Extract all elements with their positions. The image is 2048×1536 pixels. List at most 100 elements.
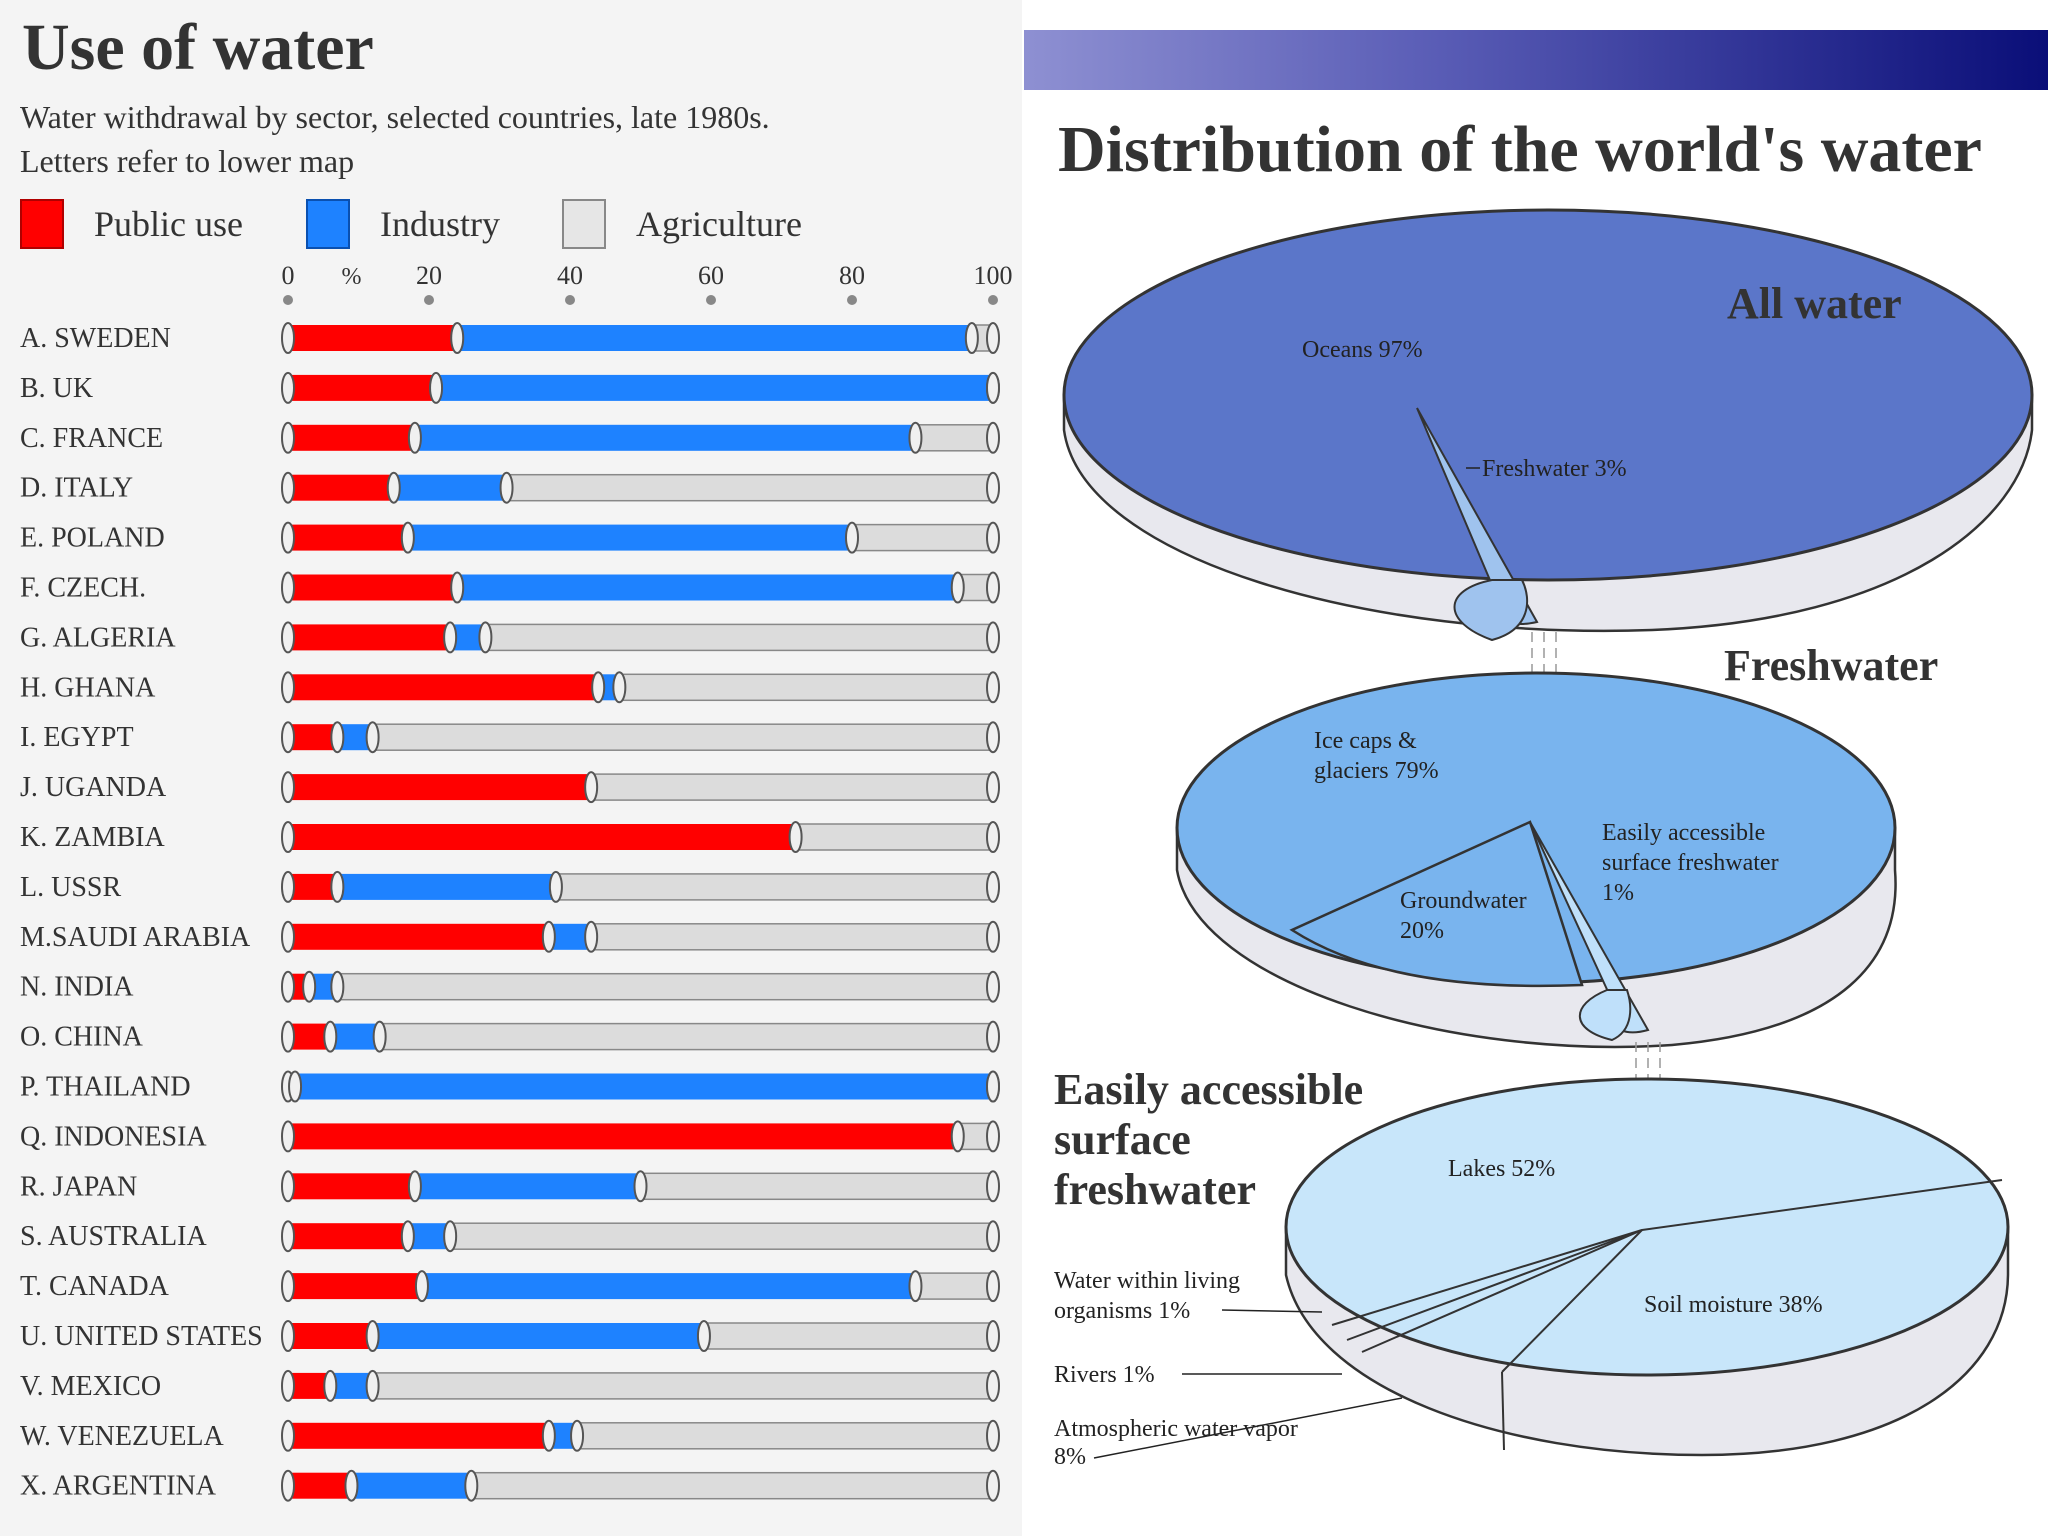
bar-segment-cap: [845, 521, 859, 554]
bar-industry: [436, 374, 993, 401]
x-tick-label: 60: [698, 261, 724, 290]
bar-public-use: [288, 374, 437, 401]
bar-segment-cap: [281, 970, 295, 1003]
bar-segment-cap: [281, 1369, 295, 1402]
pie1-freshwater-label: Freshwater 3%: [1482, 456, 1627, 482]
bar-public-use: [288, 1422, 549, 1449]
pie3-title-1: Easily accessible: [1054, 1065, 1363, 1114]
water-distribution-panel: Distribution of the world's water Oceans…: [1022, 0, 2048, 1536]
country-label: K. ZAMBIA: [20, 822, 165, 853]
bar-public-use: [288, 674, 599, 701]
bar-industry: [330, 1372, 373, 1399]
country-label: P. THAILAND: [20, 1072, 191, 1103]
bar-segment-cap: [344, 1469, 359, 1502]
bar-industry: [393, 474, 507, 501]
pie3-vapor-label-2: 8%: [1054, 1444, 1086, 1470]
bar-industry: [414, 1173, 641, 1200]
bar-agriculture: [639, 1172, 994, 1201]
bar-segment-cap: [302, 970, 317, 1003]
bar-segment-cap: [908, 1270, 923, 1303]
pie1-oceans-label: Oceans 97%: [1302, 337, 1423, 363]
pie2-title: Freshwater: [1724, 641, 1938, 690]
bar-segment-cap: [986, 1170, 1000, 1203]
pie-diagram: Oceans 97% Freshwater 3% All water Ice c…: [1054, 208, 2034, 1470]
pie1-title: All water: [1727, 279, 1902, 328]
country-label: X. ARGENTINA: [20, 1471, 217, 1502]
pie1-slice-oceans: [1062, 208, 2034, 582]
bar-segment-cap: [633, 1170, 648, 1203]
pie-surface-freshwater: Lakes 52% Soil moisture 38% Easily acces…: [1054, 1065, 2010, 1470]
pie2-ground-label-2: 20%: [1400, 918, 1444, 944]
bar-segment-cap: [986, 1419, 1000, 1452]
bar-agriculture: [484, 623, 994, 652]
bar-segment-cap: [696, 1320, 711, 1352]
bar-segment-cap: [986, 471, 1000, 504]
bar-public-use: [288, 873, 338, 900]
bar-segment-cap: [281, 1419, 295, 1452]
bar-segment-cap: [548, 870, 563, 903]
legend-label-public: Public use: [94, 204, 243, 244]
bar-segment-cap: [281, 421, 295, 454]
header-gradient-band: [1024, 30, 2048, 90]
bar-agriculture: [470, 1471, 994, 1500]
bar-segment-cap: [584, 920, 599, 953]
bar-segment-cap: [499, 471, 514, 504]
bar-segment-cap: [400, 521, 415, 554]
country-label: A. SWEDEN: [20, 323, 171, 354]
bar-segment-cap: [281, 1469, 295, 1502]
country-label: C. FRANCE: [20, 423, 163, 454]
bar-public-use: [288, 524, 408, 551]
country-label: E. POLAND: [20, 523, 165, 554]
bar-segment-cap: [986, 322, 1000, 354]
pie2-ice-label-2: glaciers 79%: [1314, 758, 1439, 784]
bar-segment-cap: [986, 1320, 1000, 1352]
bar-segment-cap: [281, 920, 295, 953]
x-tick-mark: [988, 295, 998, 305]
pie2-ground-label-1: Groundwater: [1400, 888, 1527, 914]
pie1-drip: [1453, 579, 1529, 642]
pie3-rivers-label: Rivers 1%: [1054, 1362, 1155, 1388]
pie2-slice-groundwater: [1289, 820, 1584, 988]
bar-segment-cap: [950, 571, 965, 604]
pie3-divider-3: [1331, 1229, 1643, 1326]
country-label: B. UK: [20, 373, 93, 404]
bar-industry: [351, 1472, 472, 1499]
bar-agriculture: [576, 1422, 994, 1450]
bar-segment-cap: [323, 1369, 338, 1402]
bar-segment-cap: [281, 1170, 295, 1203]
bar-agriculture: [794, 823, 994, 851]
legend-industry: Industry: [306, 198, 500, 250]
bar-segment-cap: [386, 471, 401, 504]
legend-swatch-public: [20, 199, 64, 249]
bar-industry: [337, 873, 556, 900]
bar-segment-cap: [986, 920, 1000, 953]
country-label: J. UGANDA: [20, 772, 167, 803]
bar-segment-cap: [281, 1120, 295, 1153]
bar-segment-cap: [950, 1120, 965, 1153]
x-tick-mark: [847, 295, 857, 305]
pie3-organisms-label-1: Water within living: [1054, 1268, 1240, 1294]
country-label: M.SAUDI ARABIA: [20, 922, 251, 953]
bar-segment-cap: [281, 1220, 295, 1253]
bar-agriculture: [914, 424, 994, 452]
bar-segment-cap: [986, 371, 1000, 404]
country-label: H. GHANA: [20, 672, 156, 703]
pie2-easy-label-2: surface freshwater: [1602, 850, 1779, 876]
bar-public-use: [288, 774, 592, 801]
bar-segment-cap: [281, 621, 295, 654]
bar-public-use: [288, 624, 451, 651]
bar-industry: [407, 524, 852, 551]
pie3-divider-4: [1346, 1229, 1643, 1341]
bar-agriculture: [336, 972, 994, 1001]
bar-public-use: [288, 1472, 352, 1499]
bar-segment-cap: [986, 1070, 1000, 1103]
country-label: I. EGYPT: [20, 722, 134, 753]
bar-public-use: [288, 1323, 373, 1349]
bar-industry: [330, 1023, 380, 1050]
pie3-vapor-leader: [1093, 1397, 1403, 1459]
bar-segment-cap: [986, 870, 1000, 903]
bar-segment-cap: [288, 1070, 303, 1103]
bar-segment-cap: [281, 322, 295, 354]
bar-segment-cap: [591, 671, 606, 704]
pie2-ice-label-1: Ice caps &: [1314, 728, 1417, 754]
